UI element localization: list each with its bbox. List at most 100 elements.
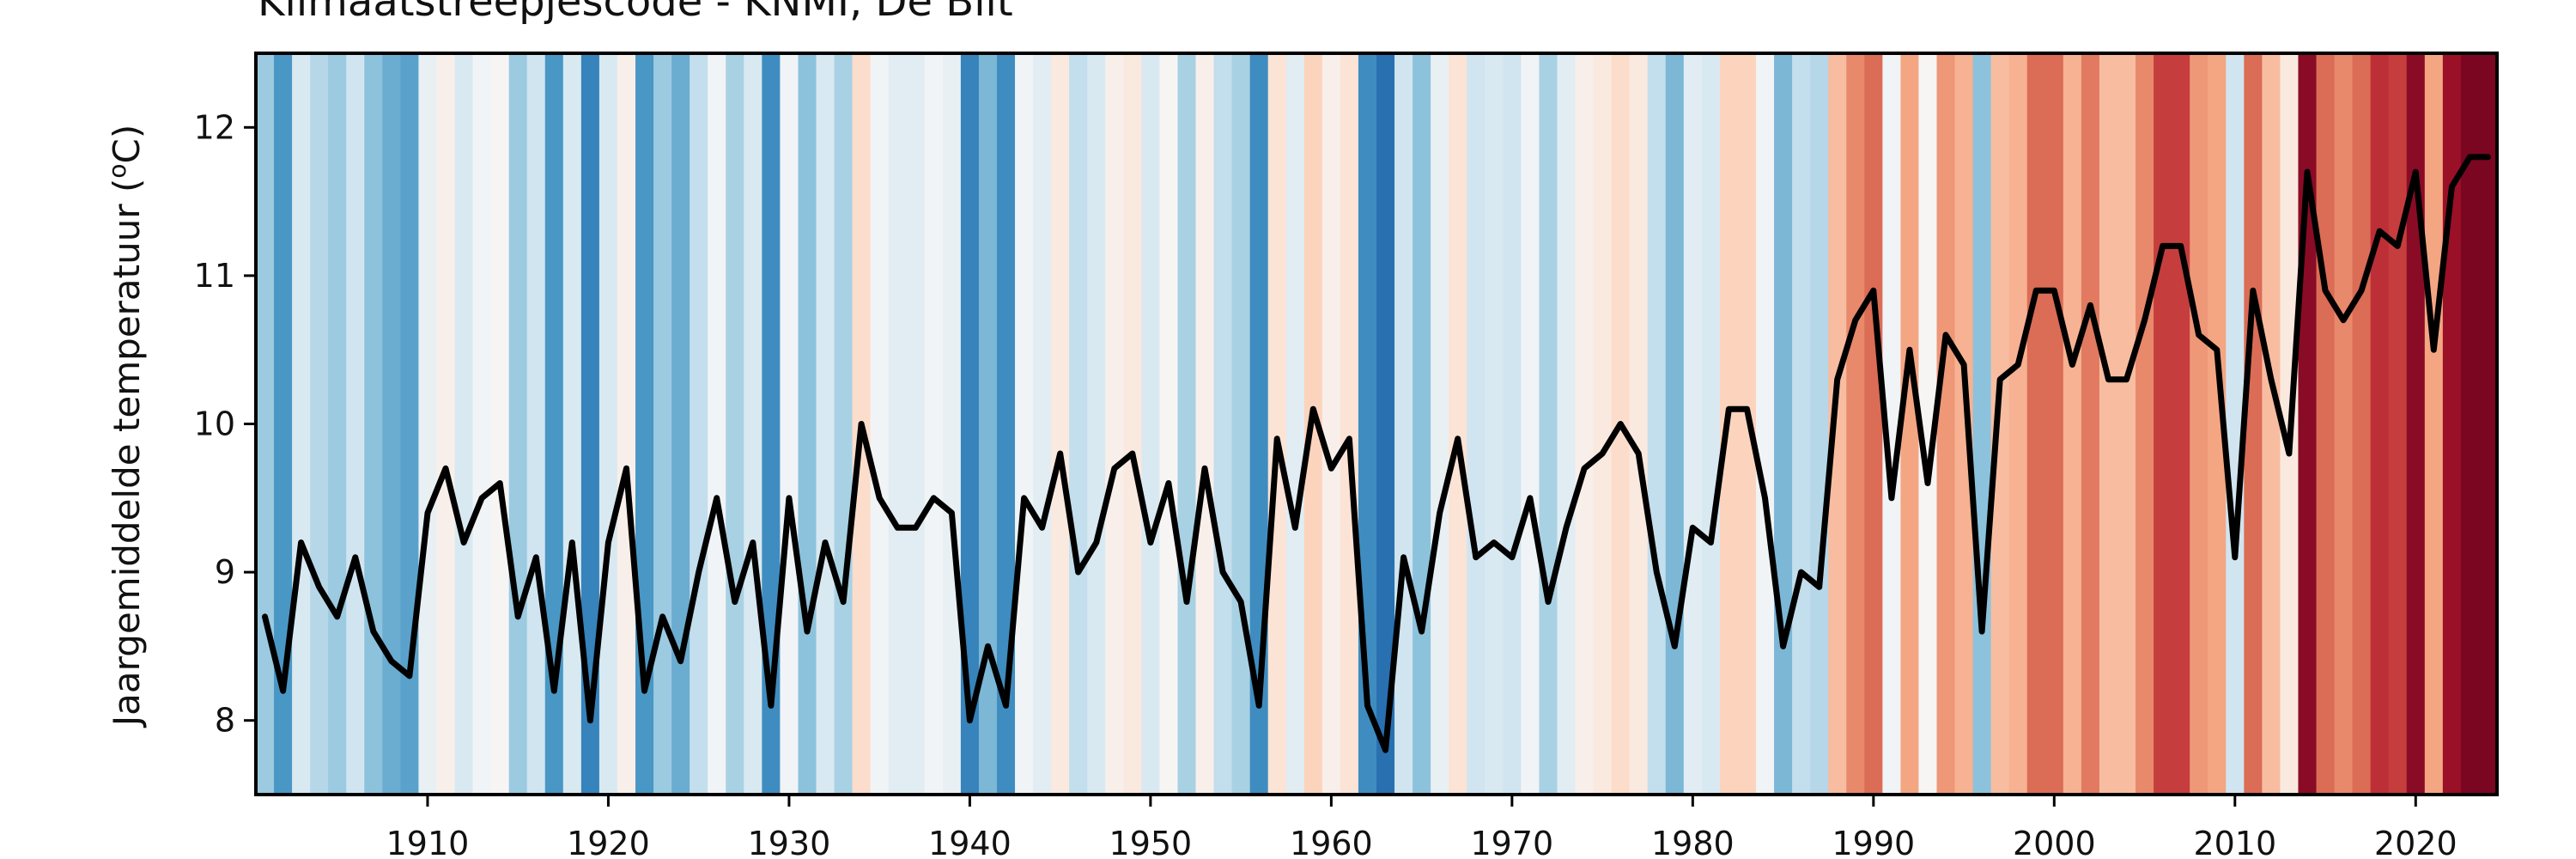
stripe-1986 [1792,53,1811,795]
stripe-1939 [942,53,962,795]
stripe-1967 [1449,53,1467,795]
stripe-1928 [744,53,762,795]
stripe-1927 [726,53,744,795]
stripe-1947 [1087,53,1106,795]
stripe-1958 [1285,53,1305,795]
stripe-1981 [1701,53,1721,795]
stripe-1938 [924,53,944,795]
chart-title: Klimaatstreepjescode - KNMI, De Bilt [258,0,1013,26]
stripe-1945 [1051,53,1070,795]
stripe-1908 [382,53,401,795]
stripe-1903 [292,53,311,795]
x-tick-label: 1940 [928,825,1012,859]
stripe-1999 [2026,53,2046,795]
x-tick-label: 1910 [386,825,470,859]
y-axis-ticks: 8 9 10 11 12 [194,108,256,740]
stripe-2017 [2352,53,2372,795]
stripe-2021 [2424,53,2444,795]
x-tick-label: 1980 [1651,825,1735,859]
y-tick-label: 8 [215,702,235,740]
stripe-1980 [1683,53,1703,795]
stripe-1932 [816,53,835,795]
stripe-1990 [1864,53,1883,795]
stripe-2009 [2208,53,2227,795]
stripe-1924 [671,53,690,795]
stripe-1979 [1665,53,1685,795]
stripe-1935 [870,53,890,795]
stripe-1978 [1647,53,1667,795]
stripe-1950 [1141,53,1161,795]
stripe-1914 [490,53,510,795]
stripe-1953 [1195,53,1215,795]
stripe-2018 [2370,53,2390,795]
y-axis-label: Jaargemiddelde temperatuur (oC) [103,125,148,728]
stripe-1949 [1123,53,1142,795]
stripe-2004 [2117,53,2136,795]
x-tick-label: 1970 [1471,825,1554,859]
stripe-1944 [1033,53,1052,795]
y-tick-label: 12 [194,108,235,146]
stripe-1936 [888,53,908,795]
stripe-2014 [2298,53,2318,795]
y-axis-label-unit: C) [106,125,148,164]
stripe-1992 [1900,53,1920,795]
stripe-1952 [1177,53,1197,795]
stripe-1911 [436,53,456,795]
stripe-1972 [1539,53,1558,795]
stripe-1904 [310,53,329,795]
x-axis-ticks: 1910 1920 1930 1940 1950 1960 1970 1980 1990 2000… [386,795,2458,859]
stripe-1957 [1267,53,1287,795]
x-tick-label: 2010 [2193,825,2276,859]
x-tick-label: 1920 [567,825,650,859]
x-tick-label: 2000 [2013,825,2096,859]
y-axis-label-superscript: o [103,163,131,178]
stripe-2016 [2334,53,2354,795]
stripe-2001 [2063,53,2082,795]
stripe-1940 [960,53,980,795]
stripe-2003 [2099,53,2118,795]
stripe-1954 [1213,53,1233,795]
stripe-1997 [1990,53,2010,795]
x-tick-label: 1950 [1109,825,1193,859]
stripe-1961 [1340,53,1359,795]
stripe-1907 [364,53,383,795]
stripe-1970 [1503,53,1522,795]
stripe-2012 [2262,53,2281,795]
stripe-2000 [2044,53,2064,795]
stripe-1984 [1756,53,1775,795]
temperature-line [262,154,2491,753]
stripe-2007 [2172,53,2190,795]
stripe-2005 [2136,53,2154,795]
stripe-1929 [762,53,781,795]
x-tick-label: 2020 [2374,825,2458,859]
stripe-1906 [346,53,365,795]
stripe-1921 [617,53,636,795]
stripe-2024 [2478,53,2498,795]
stripe-1966 [1431,53,1449,795]
stripe-1915 [508,53,528,795]
stripe-1998 [2008,53,2028,795]
stripe-1943 [1015,53,1034,795]
temperature-stripes [256,53,2498,795]
stripe-1919 [580,53,600,795]
stripe-1996 [1972,53,1992,795]
stripe-2022 [2442,53,2462,795]
stripe-1912 [454,53,474,795]
stripe-1960 [1321,53,1341,795]
stripe-1965 [1413,53,1431,795]
stripe-1916 [526,53,546,795]
stripe-1977 [1629,53,1649,795]
stripe-1948 [1105,53,1124,795]
stripe-1991 [1882,53,1901,795]
stripe-1946 [1069,53,1088,795]
x-tick-label: 1990 [1832,825,1915,859]
stripe-2020 [2406,53,2426,795]
stripe-1905 [328,53,347,795]
stripe-1926 [708,53,726,795]
x-tick-label: 1960 [1290,825,1373,859]
stripe-1987 [1810,53,1829,795]
stripe-1913 [472,53,492,795]
stripe-1942 [996,53,1016,795]
stripe-1910 [418,53,438,795]
